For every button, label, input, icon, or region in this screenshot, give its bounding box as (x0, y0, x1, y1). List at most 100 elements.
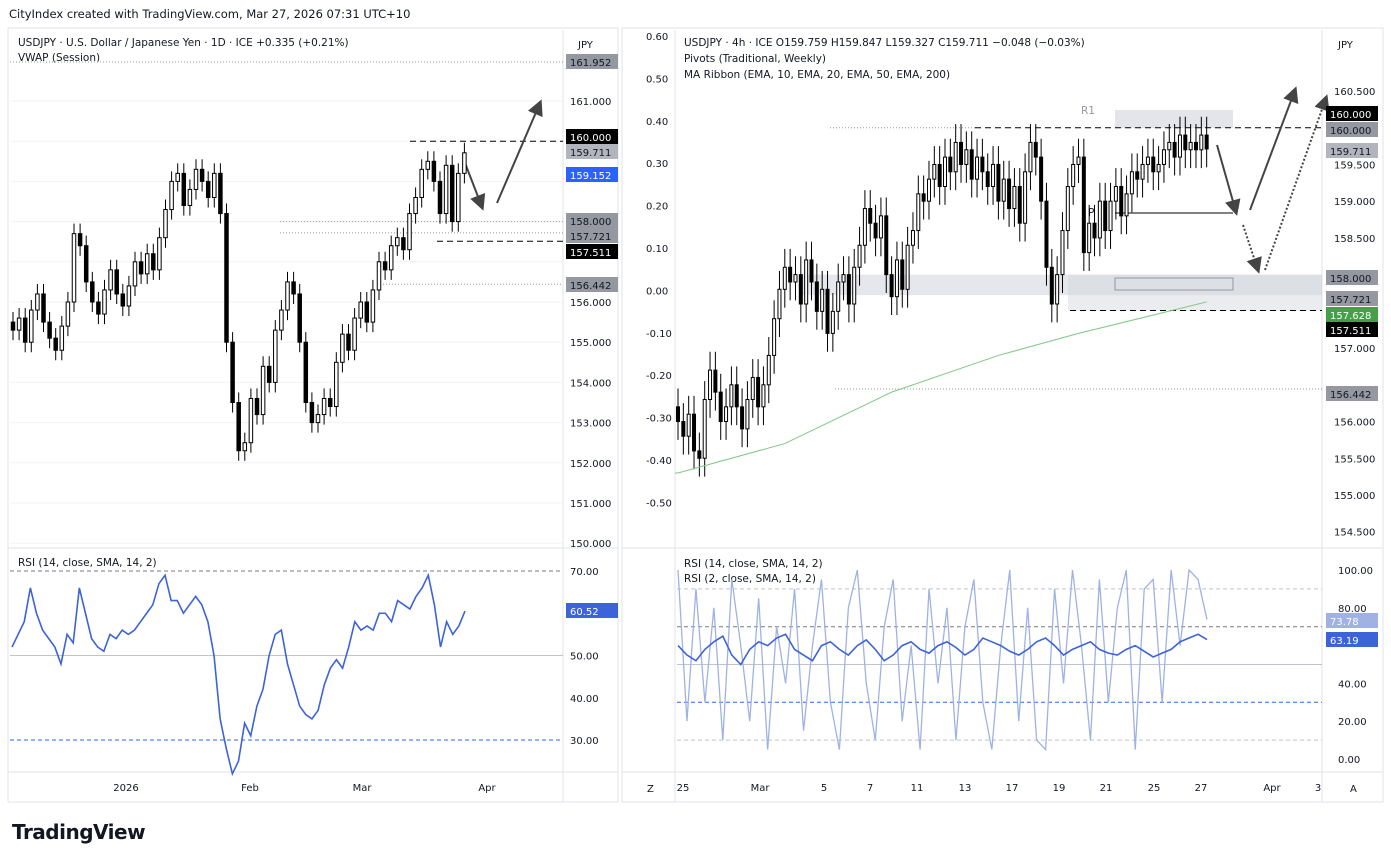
candle-body (969, 149, 974, 180)
candle-body (187, 188, 193, 207)
candle-body (151, 253, 156, 271)
candle-body (285, 281, 290, 311)
candle-body (964, 149, 969, 165)
panel-frame (621, 27, 1384, 803)
percent-tick: -0.20 (646, 371, 672, 382)
candle-body (407, 213, 412, 251)
time-tick: 2026 (113, 783, 138, 794)
candle-body (676, 406, 680, 423)
candle-body (1151, 156, 1156, 173)
candle-body (431, 160, 437, 182)
time-tick: 13 (959, 783, 972, 794)
candle-body (713, 369, 718, 393)
candle-body (750, 376, 755, 400)
right-rsi14-legend: RSI (14, close, SMA, 14, 2) (684, 558, 823, 570)
zoom-button[interactable]: Z (647, 784, 654, 795)
candle-body (254, 397, 260, 416)
price-tick: 157.000 (1334, 344, 1375, 355)
price-tick: 160.500 (1334, 87, 1375, 98)
right-rsi-value: 73.78 (1330, 617, 1359, 628)
candle-body (144, 253, 150, 275)
candle-body (449, 164, 455, 223)
time-tick: 25 (677, 783, 690, 794)
candle-body (53, 337, 58, 351)
percent-tick: 0.20 (646, 202, 668, 213)
candle-body (889, 274, 894, 298)
candle-body (1145, 156, 1150, 165)
candle-body (884, 215, 889, 276)
rsi14-line (677, 633, 1208, 666)
rsi-tick: 40.00 (570, 694, 599, 705)
price-tick: 154.000 (570, 378, 611, 389)
candle-body (22, 317, 28, 343)
candle-body (1065, 185, 1070, 232)
candle-body (376, 261, 382, 291)
left-price-label: 157.721 (570, 232, 611, 243)
candle-body (1193, 141, 1198, 151)
candle-body (77, 233, 83, 247)
candle-body (916, 193, 921, 232)
right-price-label: 158.000 (1330, 274, 1371, 285)
candle-body (175, 172, 180, 182)
rsi-label-bg (1326, 613, 1378, 628)
time-tick: 19 (1053, 783, 1066, 794)
price-tick: 151.000 (570, 499, 611, 510)
rsi-tick: 0.00 (1338, 755, 1360, 766)
right-price-label-bg (1326, 122, 1378, 137)
candle-body (364, 301, 370, 323)
candle-body (1071, 163, 1076, 187)
percent-tick: -0.30 (646, 414, 672, 425)
projection-arrow (496, 99, 543, 204)
candle-body (218, 172, 223, 215)
candle-body (724, 406, 729, 423)
candle-body (718, 391, 723, 423)
pivot-r1-box (1115, 110, 1233, 128)
panel-frame (7, 27, 619, 803)
right-price-label-bg (1326, 322, 1378, 337)
projection-arrow (1264, 94, 1330, 271)
candle-body (370, 289, 376, 323)
right-currency-button[interactable]: JPY (1337, 40, 1354, 51)
price-tick: 155.500 (1334, 454, 1375, 465)
candle-body (157, 237, 162, 271)
right-price-label-bg (1326, 106, 1378, 121)
candle-body (1097, 200, 1102, 239)
candle-body (975, 156, 980, 180)
left-price-label: 159.152 (570, 171, 611, 182)
candle-body (340, 333, 345, 363)
candle-body (205, 180, 211, 198)
auto-scale-button[interactable]: A (1350, 784, 1357, 795)
left-currency-button[interactable]: JPY (577, 40, 594, 51)
candle-body (841, 274, 846, 283)
price-tick: 154.500 (1334, 528, 1375, 539)
candle-body (90, 281, 95, 303)
left-price-label-bg (566, 277, 618, 292)
pivot-p-label: P (1088, 207, 1094, 219)
rsi-tick: 40.00 (1338, 679, 1367, 690)
candle-body (943, 156, 947, 187)
candle-body (809, 259, 814, 283)
candle-body (297, 293, 302, 343)
pivot-s1-box (1114, 277, 1234, 291)
time-tick: Apr (478, 783, 496, 794)
candle-body (108, 269, 113, 291)
right-price-label: 157.511 (1330, 326, 1371, 337)
candle-body (953, 141, 958, 173)
candle-body (1033, 141, 1038, 158)
candle-body (401, 237, 406, 251)
projection-arrow (464, 162, 486, 211)
percent-tick: 0.30 (646, 159, 668, 170)
time-tick: 21 (1100, 783, 1113, 794)
candle-body (1076, 156, 1081, 165)
candle-body (456, 172, 461, 223)
candle-body (358, 301, 363, 319)
rsi-tick: 30.00 (570, 736, 599, 747)
candle-body (959, 141, 964, 165)
candle-body (437, 180, 443, 215)
time-tick: 7 (867, 783, 873, 794)
candle-body (83, 245, 89, 283)
candle-body (686, 413, 691, 437)
projection-arrow (1216, 144, 1241, 216)
candle-body (138, 261, 144, 275)
